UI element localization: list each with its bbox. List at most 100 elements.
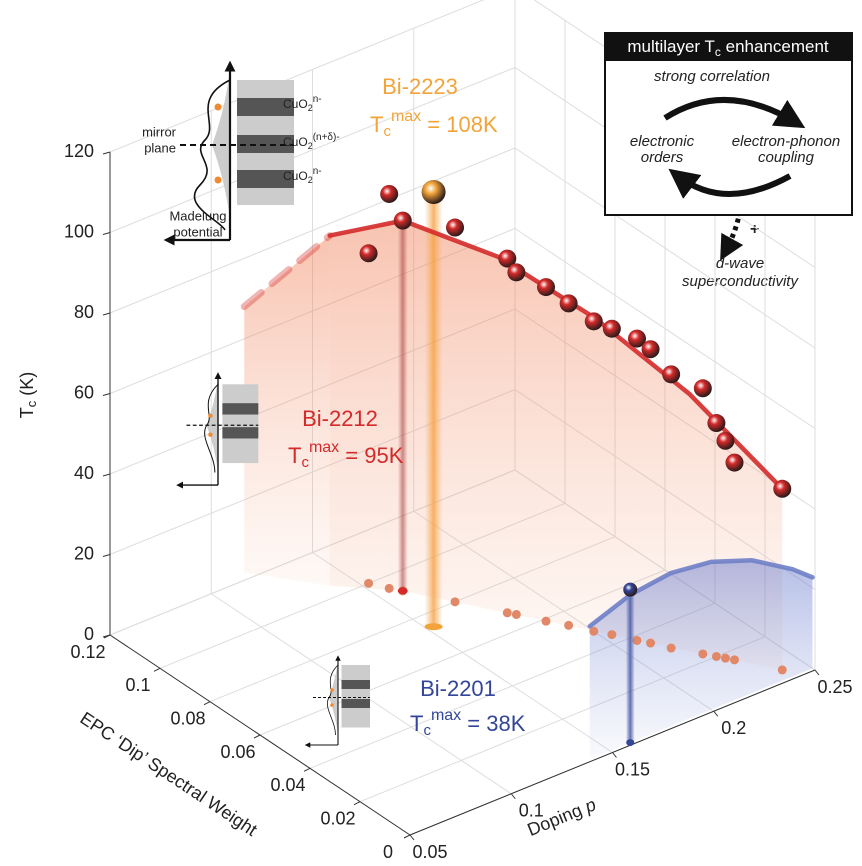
layer-sup: n- — [313, 94, 322, 105]
schematic — [176, 372, 259, 489]
tc-base: T — [288, 443, 301, 468]
tick-mark — [403, 834, 411, 839]
layer-dark — [341, 680, 370, 689]
floor-shadow — [711, 651, 721, 661]
grid-line — [514, 147, 816, 349]
floor-shadow — [777, 665, 787, 675]
layer-dark — [237, 98, 294, 116]
drop-bar — [626, 589, 635, 743]
series-name: Bi-2201 — [420, 676, 496, 701]
tick-mark — [102, 473, 111, 477]
ion-dot — [214, 103, 222, 111]
cycle-arrow — [663, 96, 806, 129]
floor-shadow — [666, 643, 676, 653]
floor-shadow — [541, 616, 551, 626]
tick-mark — [303, 767, 311, 772]
layer-base: CuO — [283, 169, 308, 183]
potential-label: Madelung — [169, 208, 226, 223]
potential-curve — [193, 79, 231, 231]
y-tick-label: 0.06 — [220, 742, 255, 762]
schematic — [304, 655, 370, 748]
inset-header — [605, 33, 852, 61]
tick-mark — [713, 710, 719, 717]
data-sphere — [623, 582, 638, 597]
tc-sup: max — [391, 108, 421, 125]
inset-box: multilayer Tc enhancement strong correla… — [604, 32, 853, 216]
layer-sup: n- — [313, 166, 322, 177]
tick-mark — [814, 669, 820, 676]
data-sphere — [725, 453, 744, 472]
tick-mark — [510, 793, 516, 800]
tick-mark — [353, 801, 361, 806]
z-tick-label: 120 — [64, 141, 94, 161]
layer-dark — [237, 170, 294, 188]
inset-frame — [604, 32, 853, 216]
fit-curve — [240, 232, 334, 311]
plus-sign: + — [750, 221, 759, 238]
ion-dot — [208, 413, 213, 419]
floor-spot — [397, 587, 408, 595]
tc-sub: c — [423, 722, 431, 739]
layer-label: CuO2n- — [283, 94, 322, 114]
layer-base: CuO — [283, 135, 308, 149]
floor-shadow — [646, 638, 656, 648]
data-sphere — [627, 329, 646, 348]
floor-shadow — [632, 635, 642, 645]
tc-sub: c — [383, 123, 391, 140]
tc-value: = 95K — [339, 443, 404, 468]
inset-title-base: multilayer T — [627, 37, 715, 56]
tick-mark — [102, 151, 111, 155]
tick-mark — [102, 393, 111, 396]
grid-line — [109, 0, 485, 153]
tc-value: = 38K — [461, 711, 526, 736]
z-tick-label: 100 — [64, 221, 94, 241]
tick-mark — [409, 834, 415, 841]
layer-label: CuO2(n+δ)- — [283, 132, 340, 152]
layer-light — [341, 665, 370, 728]
data-sphere — [641, 340, 660, 359]
data-sphere — [537, 278, 555, 297]
schematic — [163, 60, 294, 246]
data-sphere — [359, 244, 378, 263]
floor-shadow — [607, 630, 617, 640]
series-name: Bi-2212 — [302, 406, 378, 431]
inset-left: orders — [641, 149, 684, 166]
data-sphere — [584, 312, 603, 331]
data-sphere — [773, 479, 792, 498]
grid-line — [109, 67, 516, 233]
y-axis-title: EPC ‘Dip’ Spectral Weight — [77, 708, 261, 840]
y-tick-label: 0.02 — [320, 808, 355, 828]
ion-dot — [214, 176, 222, 184]
z-axis-title-rest: (K) — [17, 372, 37, 401]
drop-bar — [424, 191, 443, 627]
data-sphere — [507, 263, 526, 282]
data-sphere — [559, 294, 578, 313]
floor-shadow — [564, 620, 574, 630]
data-sphere — [662, 365, 681, 384]
layer-sub: 2 — [308, 103, 313, 113]
tc-base: T — [410, 711, 423, 736]
floor-shadow — [502, 608, 512, 618]
tick-mark — [153, 667, 161, 672]
x-tick-label: 0.1 — [519, 801, 544, 821]
data-sphere — [707, 414, 726, 433]
inset-right: coupling — [758, 149, 815, 166]
x-tick-label: 0.2 — [721, 718, 746, 738]
floor-shadow — [698, 649, 708, 659]
floor-shadow — [384, 583, 394, 593]
layer-base: CuO — [283, 97, 308, 111]
ion-dot — [208, 432, 213, 437]
surface — [244, 235, 330, 586]
layer-dark — [222, 427, 259, 439]
layer-dark — [341, 699, 370, 708]
inset-title: multilayer Tc enhancement — [627, 37, 829, 59]
floor-spot — [424, 623, 443, 631]
x-tick-label: 0.15 — [615, 759, 650, 779]
data-sphere — [380, 184, 399, 203]
tick-mark — [203, 701, 211, 706]
floor-shadow — [364, 578, 374, 588]
series-name: Bi-2223 — [382, 74, 458, 99]
tc-sup: max — [431, 707, 461, 724]
tick-mark — [253, 734, 261, 739]
